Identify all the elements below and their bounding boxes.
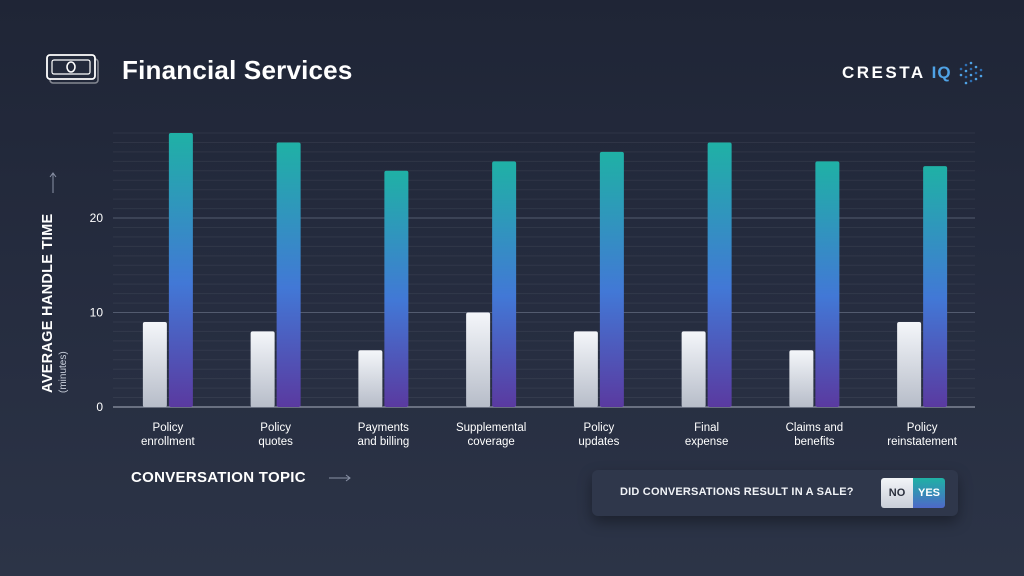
x-tick-label: Claims and bbox=[786, 422, 844, 434]
x-tick-label: Policy bbox=[907, 422, 938, 434]
y-axis-label: AVERAGE HANDLE TIME bbox=[40, 213, 56, 393]
x-tick-label: coverage bbox=[467, 436, 514, 448]
bar-yes bbox=[923, 166, 948, 407]
y-axis-unit: (minutes) bbox=[58, 351, 69, 393]
right-arrow-icon bbox=[329, 474, 351, 482]
bar-no bbox=[573, 331, 598, 407]
bar-yes bbox=[276, 142, 301, 407]
x-tick-label: Policy bbox=[153, 422, 184, 434]
bar-no bbox=[142, 321, 167, 407]
x-tick-label: Supplemental bbox=[456, 422, 526, 434]
bar-yes bbox=[599, 151, 624, 407]
x-tick-label: expense bbox=[685, 436, 728, 448]
brand-logo: CRESTA IQ bbox=[842, 60, 984, 86]
no-toggle-button[interactable]: NO bbox=[881, 478, 913, 508]
cash-icon bbox=[46, 54, 99, 84]
x-tick-label: and billing bbox=[357, 436, 409, 448]
bar-yes bbox=[384, 170, 409, 407]
sale-toggle[interactable]: NO YES bbox=[881, 478, 945, 508]
x-tick-label: Policy bbox=[260, 422, 291, 434]
x-tick-label: Policy bbox=[584, 422, 615, 434]
x-axis-label: CONVERSATION TOPIC bbox=[131, 469, 306, 486]
dot-grid-icon bbox=[959, 61, 982, 85]
brand-name: CRESTA bbox=[842, 63, 926, 82]
x-tick-label: Payments bbox=[358, 422, 409, 434]
tick-labels: 0 10 20 Policy enrollment Policy quotes Payment… bbox=[90, 211, 958, 448]
yes-toggle-button[interactable]: YES bbox=[913, 478, 945, 508]
bar-no bbox=[466, 312, 491, 407]
x-tick-label: benefits bbox=[794, 436, 835, 448]
bar-no bbox=[897, 321, 922, 407]
y-tick-label: 20 bbox=[90, 211, 104, 225]
bar-yes bbox=[707, 142, 732, 407]
page-title: Financial Services bbox=[122, 55, 353, 85]
x-tick-label: updates bbox=[578, 436, 619, 448]
brand-suffix: IQ bbox=[931, 63, 952, 82]
bar-yes bbox=[492, 161, 517, 407]
x-tick-label: quotes bbox=[258, 436, 293, 448]
x-tick-label: Final bbox=[694, 422, 719, 434]
bar-yes bbox=[168, 133, 193, 407]
x-tick-label: reinstatement bbox=[887, 436, 957, 448]
y-tick-label: 10 bbox=[90, 306, 104, 320]
sale-legend-panel: DID CONVERSATIONS RESULT IN A SALE? NO Y… bbox=[592, 470, 958, 516]
bar-chart: 0 10 20 Policy enrollment Policy quotes Payment… bbox=[90, 132, 975, 448]
bar-yes bbox=[815, 161, 840, 407]
grid-lines bbox=[113, 132, 975, 408]
y-axis-label-group: AVERAGE HANDLE TIME (minutes) bbox=[38, 165, 78, 395]
y-tick-label: 0 bbox=[96, 400, 103, 414]
bar-no bbox=[789, 350, 814, 407]
bar-no bbox=[250, 331, 275, 407]
bar-no bbox=[681, 331, 706, 407]
up-arrow-icon bbox=[49, 172, 57, 193]
bars bbox=[142, 133, 948, 407]
sale-question: DID CONVERSATIONS RESULT IN A SALE? bbox=[620, 486, 854, 498]
bar-no bbox=[358, 350, 383, 407]
x-tick-label: enrollment bbox=[141, 436, 195, 448]
